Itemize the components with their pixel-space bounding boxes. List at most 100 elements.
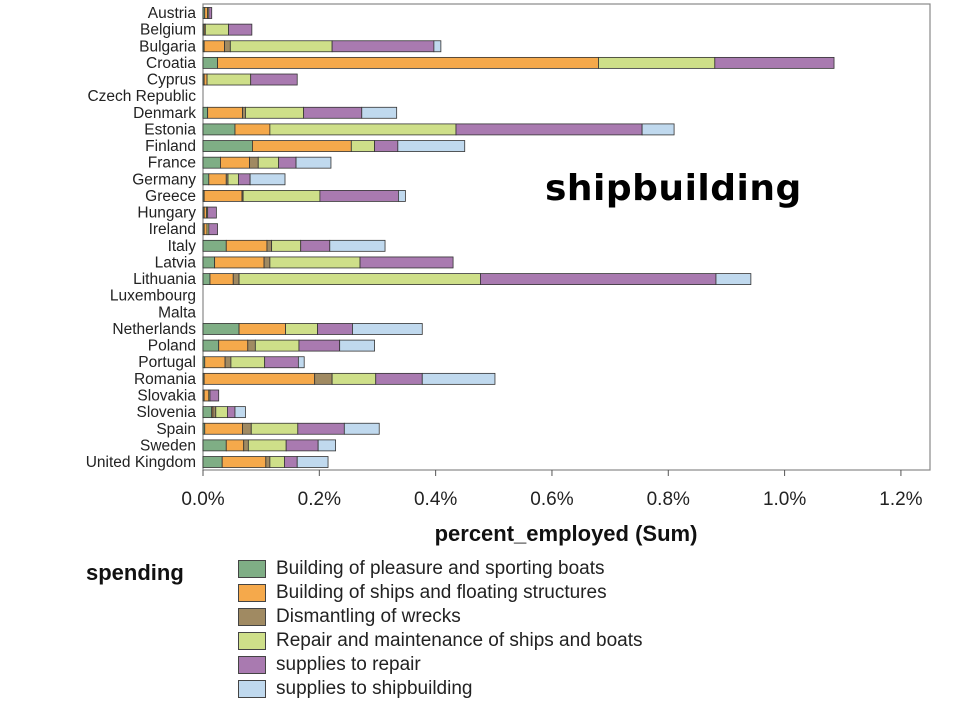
legend-swatch	[238, 656, 266, 674]
bar-segment	[202, 56, 218, 69]
bar-segment	[269, 456, 285, 468]
category-label: United Kingdom	[86, 454, 196, 471]
bar-segment	[242, 422, 252, 435]
bar-segment	[202, 239, 227, 252]
bar-segment	[480, 273, 717, 285]
legend-label: Repair and maintenance of ships and boat…	[276, 630, 643, 651]
bar-segment	[243, 439, 249, 452]
bar-segment	[224, 40, 231, 53]
bar-segment	[278, 156, 297, 169]
bar-segment	[245, 106, 305, 119]
category-label: Estonia	[144, 121, 196, 138]
bar-segment	[203, 40, 225, 53]
bar-segment	[202, 439, 227, 452]
category-labels: AustriaBelgiumBulgariaCroatiaCyprusCzech…	[86, 5, 197, 471]
category-label: Romania	[134, 371, 196, 388]
category-label: Austria	[148, 5, 197, 22]
bar-segment	[224, 356, 232, 369]
bar-segment	[300, 239, 331, 252]
category-label: Greece	[145, 188, 196, 205]
bar-segment	[359, 256, 454, 269]
category-label: Italy	[168, 238, 197, 255]
bar-segment	[202, 273, 211, 285]
bar-segment	[242, 190, 321, 202]
bar-segment	[212, 406, 217, 419]
bar-segment	[374, 140, 399, 152]
bar-segment	[433, 40, 442, 53]
bar-segment	[252, 140, 352, 152]
x-tick-label: 0.2%	[298, 489, 341, 510]
bar-segment	[598, 56, 716, 69]
legend-swatch	[238, 632, 266, 650]
bar-segment	[204, 23, 229, 36]
category-label: Finland	[145, 138, 196, 155]
category-label: Slovenia	[137, 404, 197, 421]
bar-segment	[234, 406, 246, 419]
bar-segment	[214, 256, 265, 269]
category-label: Croatia	[146, 55, 196, 72]
bar-segment	[242, 106, 246, 119]
plot-border	[202, 3, 931, 471]
bar-segment	[202, 456, 223, 468]
bar-segment	[228, 23, 253, 36]
bar-segment	[218, 339, 249, 352]
bar-segment	[249, 156, 259, 169]
bar-segment	[714, 56, 835, 69]
bar-segment	[204, 422, 243, 435]
plot-frame	[202, 3, 931, 471]
category-label: Czech Republic	[87, 88, 196, 105]
bar-segment	[202, 140, 253, 152]
x-tick-label: 1.2%	[879, 489, 922, 510]
bar-segment	[208, 173, 227, 186]
bar-segment	[225, 239, 268, 252]
bar-segment	[352, 323, 423, 335]
category-label: Spain	[156, 421, 196, 438]
category-label: Netherlands	[112, 321, 196, 338]
bar-segment	[343, 422, 380, 435]
bar-segment	[202, 106, 209, 119]
category-label: Portugal	[138, 354, 196, 371]
bar-segment	[350, 140, 375, 152]
bar-segment	[317, 323, 353, 335]
bar-segment	[208, 223, 218, 236]
bar-segment	[339, 339, 375, 352]
bar-segment	[421, 372, 496, 385]
bar-segment	[234, 123, 271, 136]
category-label: Denmark	[133, 105, 196, 122]
x-tick-label: 0.0%	[181, 489, 224, 510]
bar-segment	[220, 156, 250, 169]
bar-segment	[331, 40, 435, 53]
category-label: Belgium	[140, 22, 196, 39]
category-label: France	[148, 155, 196, 172]
bar-segment	[284, 456, 298, 468]
category-label: Lithuania	[133, 271, 196, 288]
legend-label: Dismantling of wrecks	[276, 606, 461, 627]
legend-label: Building of pleasure and sporting boats	[276, 558, 605, 579]
bar-segment	[238, 173, 251, 186]
legend-label: supplies to repair	[276, 654, 421, 675]
category-label: Poland	[148, 338, 196, 355]
legend-item: Building of ships and floating structure…	[238, 582, 607, 604]
bar-segment	[715, 273, 752, 285]
bar-segment	[250, 422, 299, 435]
bar-segment	[230, 356, 266, 369]
bar-segment	[285, 439, 319, 452]
bar-segment	[203, 223, 208, 236]
bar-segment	[209, 273, 234, 285]
bar-segment	[204, 356, 226, 369]
bar-segment	[204, 7, 209, 19]
bar-segment	[203, 389, 210, 402]
x-tick-label: 1.0%	[763, 489, 806, 510]
category-label: Slovakia	[137, 387, 196, 404]
bar-segment	[229, 40, 333, 53]
bar-segment	[238, 323, 286, 335]
legend-label: supplies to shipbuilding	[276, 678, 473, 699]
category-label: Cyprus	[147, 72, 196, 89]
legend-swatch	[238, 560, 266, 578]
category-label: Ireland	[149, 221, 196, 238]
category-label: Germany	[132, 171, 196, 188]
legend-item: Repair and maintenance of ships and boat…	[238, 630, 643, 652]
legend-item: supplies to repair	[238, 654, 421, 676]
bar-segment	[208, 7, 213, 19]
bar-segment	[249, 173, 286, 186]
